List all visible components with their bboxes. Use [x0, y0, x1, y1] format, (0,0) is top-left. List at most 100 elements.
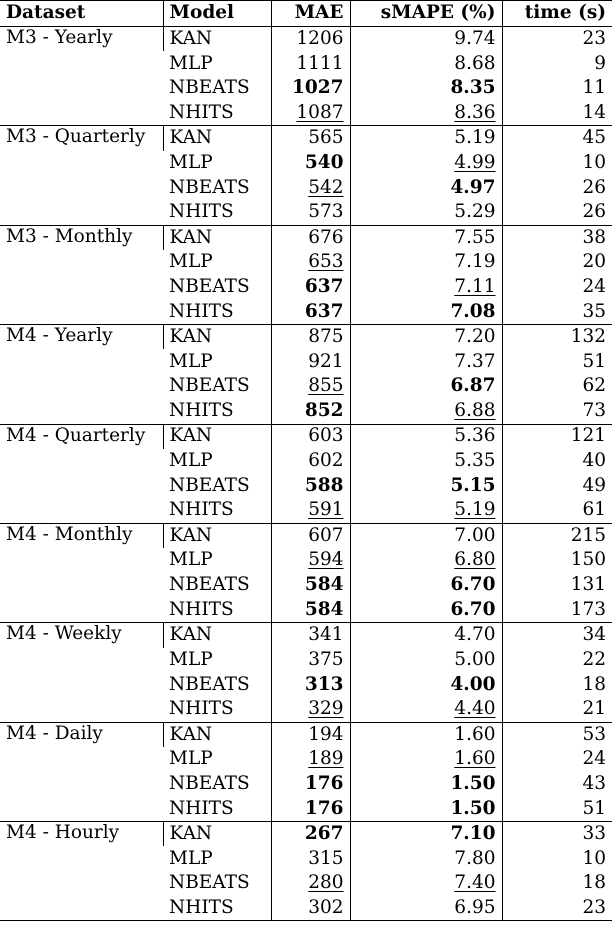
- mae-value: 176: [304, 797, 344, 819]
- smape-cell: 4.00: [349, 672, 502, 698]
- model-cell: MLP: [169, 52, 213, 74]
- smape-value: 1.50: [450, 772, 496, 794]
- table-row: NHITS 637 7.08 35: [0, 299, 612, 325]
- smape-value: 5.15: [450, 474, 496, 496]
- mae-value: 1027: [292, 77, 344, 99]
- mae-value: 189: [308, 748, 344, 770]
- smape-cell: 9.74: [349, 26, 502, 52]
- smape-value: 8.35: [450, 77, 496, 99]
- model-cell: NHITS: [169, 499, 234, 521]
- smape-value: 7.80: [454, 847, 496, 869]
- time-cell: 73: [501, 399, 612, 424]
- mae-value: 542: [308, 176, 344, 198]
- smape-value: 7.20: [454, 326, 496, 348]
- time-cell: 26: [501, 175, 612, 201]
- dataset-cell: M3 - Monthly: [0, 224, 163, 325]
- mae-value: 315: [308, 847, 344, 869]
- model-cell: NBEATS: [169, 673, 250, 695]
- model-cell: KAN: [162, 622, 271, 648]
- mae-value: 584: [304, 574, 344, 596]
- mae-value: 329: [308, 698, 344, 720]
- model-cell: MLP: [169, 450, 213, 472]
- mae-cell: 1027: [270, 76, 350, 102]
- mae-value: 176: [304, 772, 344, 794]
- smape-cell: 8.36: [349, 101, 502, 126]
- mae-value: 302: [308, 896, 344, 918]
- smape-value: 7.37: [454, 350, 496, 372]
- mae-value: 921: [308, 350, 344, 372]
- model-cell: NBEATS: [169, 375, 250, 397]
- smape-cell: 5.35: [349, 448, 502, 474]
- table-row: NHITS 176 1.50 51: [0, 796, 612, 822]
- smape-value: 8.36: [454, 101, 496, 123]
- time-cell: 51: [501, 796, 612, 822]
- mae-cell: 176: [270, 771, 350, 797]
- mae-cell: 875: [270, 324, 350, 350]
- dataset-cell: M3 - Yearly: [6, 27, 113, 48]
- model-cell: NBEATS: [169, 474, 250, 496]
- smape-cell: 1.60: [349, 746, 502, 772]
- model-cell: MLP: [169, 251, 213, 273]
- time-cell: 53: [501, 721, 612, 747]
- model-cell: NBEATS: [169, 276, 250, 298]
- header-smape: sMAPE (%): [349, 0, 502, 27]
- mae-value: 594: [308, 549, 344, 571]
- mae-cell: 315: [270, 846, 350, 872]
- table-row: MLP 921 7.37 51: [0, 349, 612, 375]
- mae-cell: 189: [270, 746, 350, 772]
- model-cell: KAN: [162, 125, 271, 151]
- smape-value: 4.97: [450, 176, 496, 198]
- table-row: MLP 315 7.80 10: [0, 846, 612, 872]
- model-cell: NBEATS: [169, 176, 250, 198]
- mae-value: 653: [308, 251, 344, 273]
- model-cell: KAN: [162, 721, 271, 747]
- smape-cell: 7.10: [349, 821, 502, 847]
- smape-cell: 8.68: [349, 51, 502, 77]
- time-cell: 11: [501, 76, 612, 102]
- table-row: M3 - Yearly KAN 1206 9.74 23: [0, 26, 612, 52]
- smape-value: 6.88: [454, 400, 496, 422]
- dataset-cell: M4 - Quarterly: [0, 423, 163, 524]
- mae-value: 267: [304, 822, 344, 844]
- smape-cell: 5.29: [349, 200, 502, 226]
- mae-cell: 584: [270, 597, 350, 623]
- mae-value: 875: [308, 326, 344, 348]
- smape-cell: 4.99: [349, 150, 502, 176]
- smape-cell: 4.70: [349, 622, 502, 648]
- header-mae: MAE: [270, 0, 350, 27]
- model-cell: KAN: [162, 26, 271, 52]
- mae-value: 540: [304, 151, 344, 173]
- time-cell: 10: [501, 846, 612, 872]
- mae-cell: 855: [270, 374, 350, 400]
- mae-cell: 921: [270, 349, 350, 375]
- model-cell: MLP: [169, 748, 213, 770]
- smape-cell: 5.19: [349, 125, 502, 151]
- smape-value: 5.19: [454, 127, 496, 149]
- smape-value: 6.70: [450, 598, 496, 620]
- mae-cell: 591: [270, 498, 350, 524]
- table-row: M4 - Quarterly KAN 603 5.36 121: [0, 423, 612, 524]
- model-cell: NBEATS: [169, 77, 250, 99]
- table-row: M4 - Daily KAN 194 1.60 53: [0, 721, 612, 822]
- mae-cell: 267: [270, 821, 350, 847]
- smape-value: 1.60: [454, 748, 496, 770]
- mae-value: 584: [304, 598, 344, 620]
- table-header: Dataset Model MAE sMAPE (%) time (s): [0, 0, 612, 27]
- model-cell: KAN: [162, 423, 271, 449]
- time-cell: 22: [501, 647, 612, 673]
- mae-cell: 540: [270, 150, 350, 176]
- mae-value: 591: [308, 499, 344, 521]
- model-cell: KAN: [162, 522, 271, 549]
- mae-cell: 302: [270, 896, 350, 921]
- smape-value: 5.36: [454, 425, 496, 447]
- time-cell: 35: [501, 299, 612, 325]
- mae-cell: 852: [270, 399, 350, 424]
- model-cell: NHITS: [169, 201, 234, 223]
- mae-value: 676: [308, 226, 344, 248]
- model-cell: MLP: [169, 350, 213, 372]
- smape-cell: 5.19: [349, 498, 502, 524]
- dataset-cell: M4 - Hourly: [0, 820, 163, 921]
- table-row: NBEATS 584 6.70 131: [0, 573, 612, 598]
- table-row: NBEATS 176 1.50 43: [0, 771, 612, 797]
- mae-cell: 607: [270, 522, 350, 549]
